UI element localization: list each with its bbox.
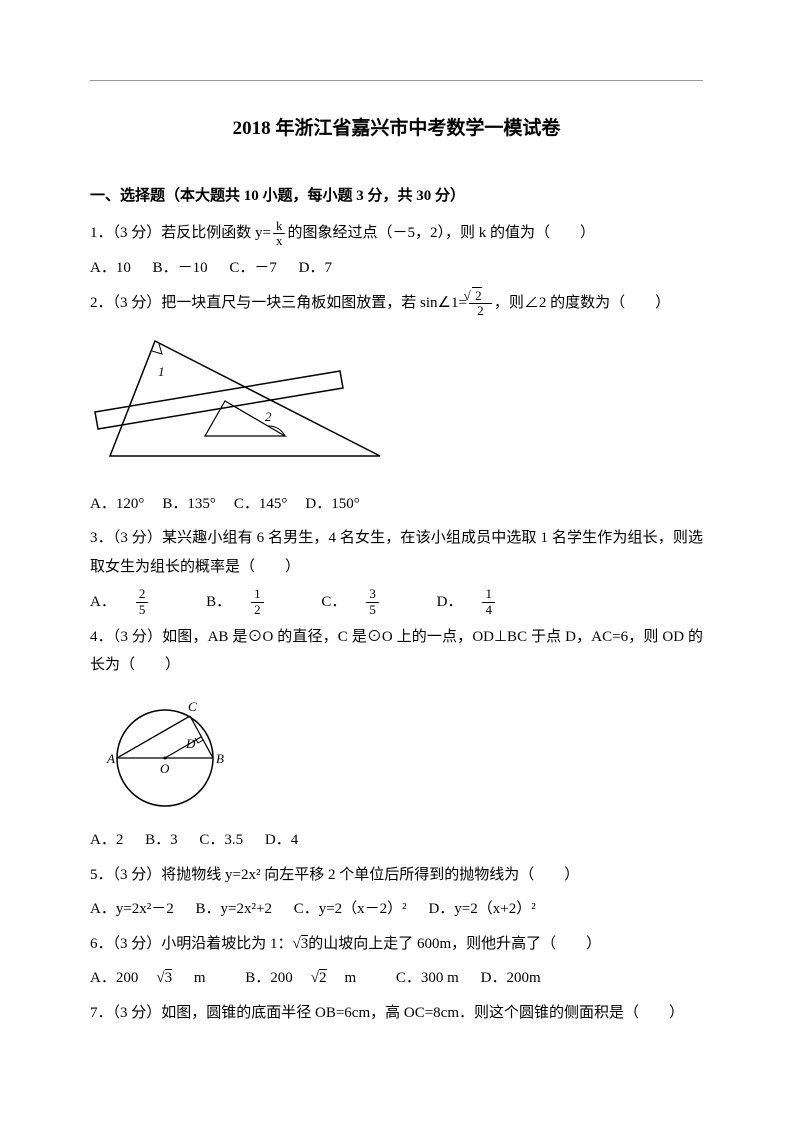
q3-options: A．25 B．12 C．35 D．14	[90, 587, 703, 617]
svg-text:C: C	[188, 699, 197, 714]
q1-opt-a: A．10	[90, 260, 131, 276]
q6-stem-post: 的山坡向上走了 600m，则他升高了（ ）	[308, 936, 601, 952]
q6-sqrt: √3	[293, 935, 309, 952]
svg-text:1: 1	[158, 364, 165, 379]
q2-fraction: 2√2	[469, 289, 492, 319]
q5-opt-d: D．y=2（x+2）²	[428, 901, 535, 917]
q4-opt-c: C．3.5	[199, 832, 243, 848]
q6-opt-a: A．200√3 m	[90, 970, 224, 986]
svg-text:2: 2	[265, 409, 272, 424]
q6-opt-d: D．200m	[481, 970, 541, 986]
question-2: 2．（3 分）把一块直尺与一块三角板如图放置，若 sin∠1= 2√2，则∠2 …	[90, 289, 703, 319]
q2-opt-d: D．150°	[305, 496, 359, 512]
q5-options: A．y=2x²－2 B．y=2x²+2 C．y=2（x－2）² D．y=2（x+…	[90, 895, 703, 924]
svg-text:D: D	[185, 736, 196, 751]
q5-opt-a: A．y=2x²－2	[90, 901, 174, 917]
q4-opt-a: A．2	[90, 832, 123, 848]
question-5: 5．（3 分）将抛物线 y=2x² 向左平移 2 个单位后所得到的抛物线为（ ）	[90, 861, 703, 890]
q1-opt-c: C．－7	[229, 260, 277, 276]
q4-diagram: A B C D O	[90, 688, 703, 819]
q1-options: A．10 B．－10 C．－7 D．7	[90, 254, 703, 283]
q3-opt-a: A．25	[90, 594, 184, 610]
q1-opt-d: D．7	[299, 260, 332, 276]
q4-opt-d: D．4	[265, 832, 298, 848]
q6-opt-c: C．300 m	[396, 970, 459, 986]
q3-opt-d: D．14	[437, 594, 531, 610]
q2-options: A．120° B．135° C．145° D．150°	[90, 490, 703, 519]
q2-opt-b: B．135°	[162, 496, 216, 512]
question-7: 7．（3 分）如图，圆锥的底面半径 OB=6cm，高 OC=8cm．则这个圆锥的…	[90, 999, 703, 1028]
triangle-ruler-diagram: 1 2	[90, 326, 390, 471]
q4-options: A．2 B．3 C．3.5 D．4	[90, 826, 703, 855]
question-3: 3．（3 分）某兴趣小组有 6 名男生，4 名女生，在该小组成员中选取 1 名学…	[90, 524, 703, 581]
q6-opt-b: B．200√2m	[245, 970, 374, 986]
svg-text:B: B	[216, 751, 224, 766]
q5-opt-c: C．y=2（x－2）²	[294, 901, 407, 917]
q1-fraction: kx	[273, 219, 286, 249]
q2-diagram: 1 2	[90, 326, 703, 482]
q1-stem-pre: 1．（3 分）若反比例函数 y=	[90, 225, 271, 241]
q3-opt-b: B．12	[206, 594, 300, 610]
svg-text:A: A	[106, 751, 115, 766]
page-title: 2018 年浙江省嘉兴市中考数学一模试卷	[90, 111, 703, 147]
q2-stem-pre: 2．（3 分）把一块直尺与一块三角板如图放置，若 sin∠1=	[90, 295, 467, 311]
circle-diagram: A B C D O	[90, 688, 250, 808]
q6-stem-pre: 6．（3 分）小明沿着坡比为 1：	[90, 936, 293, 952]
q5-opt-b: B．y=2x²+2	[196, 901, 272, 917]
svg-text:O: O	[160, 761, 170, 776]
question-6: 6．（3 分）小明沿着坡比为 1：√3的山坡向上走了 600m，则他升高了（ ）	[90, 930, 703, 959]
q1-stem-post: 的图象经过点（－5，2），则 k 的值为（ ）	[287, 225, 595, 241]
q1-opt-b: B．－10	[153, 260, 208, 276]
question-4: 4．（3 分）如图，AB 是⊙O 的直径，C 是⊙O 上的一点，OD⊥BC 于点…	[90, 623, 703, 680]
q4-opt-b: B．3	[145, 832, 178, 848]
q2-opt-a: A．120°	[90, 496, 144, 512]
top-rule	[90, 80, 703, 81]
q6-options: A．200√3 m B．200√2m C．300 m D．200m	[90, 964, 703, 993]
q2-opt-c: C．145°	[234, 496, 288, 512]
q3-opt-c: C．35	[321, 594, 415, 610]
section-1-header: 一、选择题（本大题共 10 小题，每小题 3 分，共 30 分）	[90, 182, 703, 211]
question-1: 1．（3 分）若反比例函数 y=kx的图象经过点（－5，2），则 k 的值为（ …	[90, 219, 703, 249]
q2-stem-post: ，则∠2 的度数为（ ）	[494, 295, 670, 311]
